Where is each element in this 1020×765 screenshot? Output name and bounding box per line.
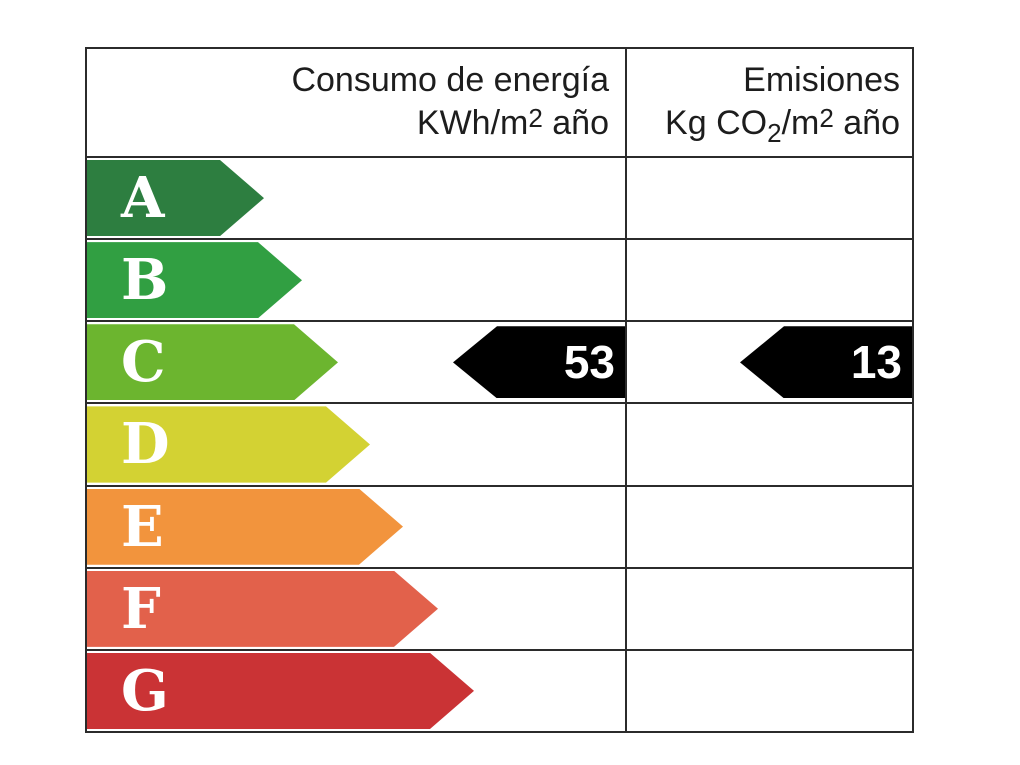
superscript-2: 2 xyxy=(819,102,834,133)
band-rows: A B C 53 13 D E F G xyxy=(87,158,912,731)
consumption-cell-f: F xyxy=(87,568,627,649)
band-letter-d: D xyxy=(121,411,170,478)
emissions-cell-g xyxy=(627,651,912,731)
emissions-cell-e xyxy=(627,487,912,567)
header-emissions-unit: Kg CO2/m2 año xyxy=(665,102,900,148)
emissions-cell-c: 13 xyxy=(627,322,912,402)
emissions-cell-f xyxy=(627,569,912,649)
band-letter-a: A xyxy=(121,165,165,232)
emissions-value-marker: 13 xyxy=(740,326,912,399)
energy-rating-table: Consumo de energía KWh/m2 año Emisiones … xyxy=(85,47,914,733)
band-row-a: A xyxy=(87,158,912,241)
consumption-cell-c: C 53 xyxy=(87,322,627,403)
header-consumption-unit: KWh/m2 año xyxy=(416,102,609,142)
table-header-row: Consumo de energía KWh/m2 año Emisiones … xyxy=(87,49,912,158)
consumption-cell-b: B xyxy=(87,240,627,321)
emissions-cell-a xyxy=(627,158,912,238)
band-row-e: E xyxy=(87,486,912,569)
consumption-cell-g: G xyxy=(87,650,627,731)
header-consumption: Consumo de energía KWh/m2 año xyxy=(87,49,627,156)
consumption-value-marker: 53 xyxy=(453,326,625,399)
consumption-cell-a: A xyxy=(87,158,627,239)
band-arrow-b: B xyxy=(87,242,302,318)
band-row-f: F xyxy=(87,568,912,651)
band-arrow-f: F xyxy=(87,571,438,647)
band-row-g: G xyxy=(87,650,912,731)
band-letter-b: B xyxy=(121,247,169,314)
band-row-c: C 53 13 xyxy=(87,322,912,405)
band-row-b: B xyxy=(87,240,912,323)
band-arrow-c: C xyxy=(87,324,338,400)
band-arrow-g: G xyxy=(87,653,474,729)
subscript-2: 2 xyxy=(767,117,782,148)
band-arrow-d: D xyxy=(87,406,370,482)
band-arrow-e: E xyxy=(87,489,403,565)
band-letter-e: E xyxy=(121,493,164,560)
header-emissions: Emisiones Kg CO2/m2 año xyxy=(627,49,912,156)
band-letter-c: C xyxy=(121,329,166,396)
band-arrow-a: A xyxy=(87,160,264,236)
band-letter-f: F xyxy=(121,575,161,642)
consumption-cell-e: E xyxy=(87,486,627,567)
header-emissions-title: Emisiones xyxy=(743,60,900,99)
emissions-cell-d xyxy=(627,404,912,484)
header-consumption-title: Consumo de energía xyxy=(291,60,609,99)
superscript-2: 2 xyxy=(528,102,543,133)
band-letter-g: G xyxy=(121,657,169,724)
band-row-d: D xyxy=(87,404,912,487)
emissions-cell-b xyxy=(627,240,912,320)
consumption-cell-d: D xyxy=(87,404,627,485)
